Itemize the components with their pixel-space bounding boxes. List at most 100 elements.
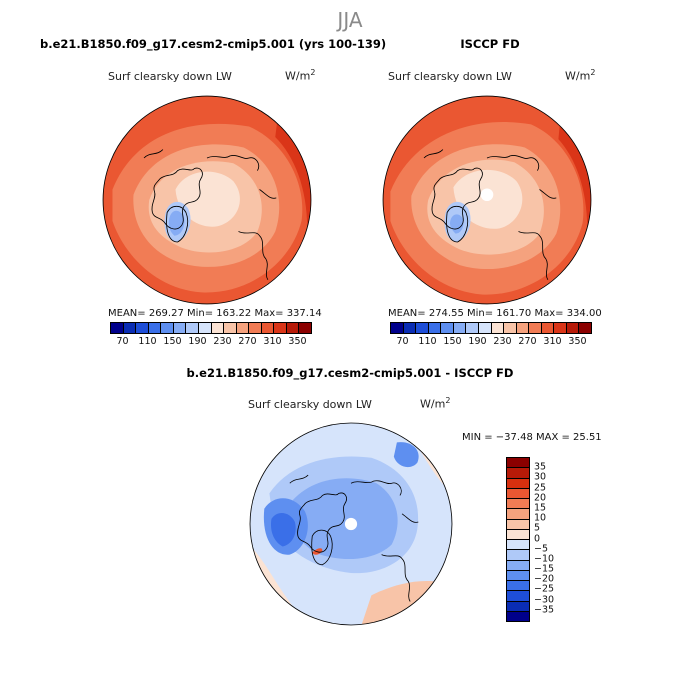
colorbar-swatch xyxy=(507,540,529,551)
colorbar-swatch xyxy=(504,323,517,333)
colorbar-tick-label: 15 xyxy=(534,502,547,514)
colorbar-swatch xyxy=(261,323,275,333)
colorbar-swatch xyxy=(453,323,467,333)
colorbar-swatch xyxy=(516,323,530,333)
colorbar-tick-label: 310 xyxy=(543,336,562,347)
colorbar-tick-label: 230 xyxy=(493,336,512,347)
panel3-map xyxy=(249,422,453,626)
colorbar-tick-label: 350 xyxy=(568,336,587,347)
colorbar-swatch xyxy=(507,591,529,602)
colorbar-tick-label: −15 xyxy=(534,563,555,575)
panel1-colorbar xyxy=(110,322,312,334)
panel3-stats: MIN = −37.48 MAX = 25.51 xyxy=(462,432,602,443)
panel1-map xyxy=(102,95,312,305)
panel3-variable-label: Surf clearsky down LW xyxy=(248,398,372,411)
colorbar-tick-label: 190 xyxy=(468,336,487,347)
colorbar-swatch xyxy=(441,323,454,333)
colorbar-swatch xyxy=(507,499,529,510)
colorbar-swatch xyxy=(198,323,212,333)
colorbar-swatch xyxy=(491,323,505,333)
colorbar-swatch xyxy=(466,323,479,333)
colorbar-tick-label: 70 xyxy=(116,336,129,347)
colorbar-swatch xyxy=(507,529,529,540)
colorbar-swatch xyxy=(507,488,529,499)
colorbar-swatch xyxy=(148,323,162,333)
colorbar-swatch xyxy=(507,478,529,489)
colorbar-tick-label: 150 xyxy=(163,336,182,347)
colorbar-swatch xyxy=(428,323,442,333)
panel1-coastlines xyxy=(143,149,277,281)
colorbar-tick-label: 110 xyxy=(418,336,437,347)
colorbar-swatch xyxy=(507,611,529,621)
panel3-coastlines xyxy=(289,474,419,602)
colorbar-tick-label: 5 xyxy=(534,522,541,534)
colorbar-tick-label: −20 xyxy=(534,573,555,585)
panel2-variable-label: Surf clearsky down LW xyxy=(388,70,512,83)
colorbar-swatch xyxy=(529,323,542,333)
colorbar-swatch xyxy=(211,323,225,333)
colorbar-tick-label: 310 xyxy=(263,336,282,347)
colorbar-swatch xyxy=(507,550,529,561)
colorbar-swatch xyxy=(274,323,287,333)
colorbar-tick-label: 150 xyxy=(443,336,462,347)
colorbar-swatch xyxy=(161,323,174,333)
colorbar-swatch xyxy=(236,323,250,333)
colorbar-swatch xyxy=(123,323,137,333)
colorbar-tick-label: 25 xyxy=(534,482,547,494)
panel2-title: ISCCP FD xyxy=(460,37,520,51)
panel1-title: b.e21.B1850.f09_g17.cesm2-cmip5.001 (yrs… xyxy=(40,37,387,51)
colorbar-swatch xyxy=(507,519,529,530)
colorbar-swatch xyxy=(136,323,149,333)
panel3-colorbar xyxy=(506,457,530,622)
colorbar-swatch xyxy=(403,323,417,333)
panel2-map xyxy=(382,95,592,305)
colorbar-swatch xyxy=(391,323,404,333)
panel2-units: W/m2 xyxy=(565,68,596,83)
colorbar-tick-label: −30 xyxy=(534,594,555,606)
colorbar-tick-label: −5 xyxy=(534,543,549,555)
colorbar-tick-label: 190 xyxy=(188,336,207,347)
colorbar-tick-label: 270 xyxy=(238,336,257,347)
colorbar-tick-label: 70 xyxy=(396,336,409,347)
colorbar-tick-label: 110 xyxy=(138,336,157,347)
colorbar-tick-label: 10 xyxy=(534,512,547,524)
colorbar-tick-label: 270 xyxy=(518,336,537,347)
panel3-units: W/m2 xyxy=(420,396,451,411)
panel3-field-cool2 xyxy=(289,478,398,560)
colorbar-swatch xyxy=(173,323,187,333)
panel1-stats: MEAN= 269.27 Min= 163.22 Max= 337.14 xyxy=(108,308,322,319)
colorbar-swatch xyxy=(416,323,429,333)
colorbar-tick-label: 35 xyxy=(534,461,547,473)
panel1-units: W/m2 xyxy=(285,68,316,83)
panel2-coastlines xyxy=(423,149,557,281)
colorbar-swatch xyxy=(299,323,311,333)
colorbar-swatch xyxy=(249,323,262,333)
colorbar-tick-label: 20 xyxy=(534,492,547,504)
colorbar-swatch xyxy=(507,570,529,581)
colorbar-swatch xyxy=(507,509,529,520)
colorbar-tick-label: −25 xyxy=(534,583,555,595)
panel3-field-cool4 xyxy=(270,513,296,547)
colorbar-tick-label: −10 xyxy=(534,553,555,565)
colorbar-swatch xyxy=(507,560,529,571)
panel1-field-band4 xyxy=(175,171,240,227)
colorbar-swatch xyxy=(507,458,529,469)
colorbar-swatch xyxy=(579,323,591,333)
panel3-field-cool5 xyxy=(393,442,419,468)
colorbar-tick-label: 0 xyxy=(534,533,541,544)
colorbar-swatch xyxy=(186,323,199,333)
colorbar-swatch xyxy=(541,323,555,333)
colorbar-swatch xyxy=(566,323,580,333)
panel3-colorbar-ticks: 35 30 25 20 15 10 5 0 −5 −10 −15 −20 −25 −30 −35 xyxy=(534,457,574,620)
panel3-missing-pole xyxy=(344,517,358,531)
figure-title: JJA xyxy=(337,8,363,32)
panel3-title: b.e21.B1850.f09_g17.cesm2-cmip5.001 - IS… xyxy=(186,366,514,380)
colorbar-tick-label: 350 xyxy=(288,336,307,347)
colorbar-swatch xyxy=(286,323,300,333)
panel1-field-cold2 xyxy=(168,210,185,236)
panel2-colorbar xyxy=(390,322,592,334)
panel1-variable-label: Surf clearsky down LW xyxy=(108,70,232,83)
colorbar-swatch xyxy=(507,468,529,479)
panel2-missing-pole xyxy=(480,188,494,202)
colorbar-swatch xyxy=(111,323,124,333)
